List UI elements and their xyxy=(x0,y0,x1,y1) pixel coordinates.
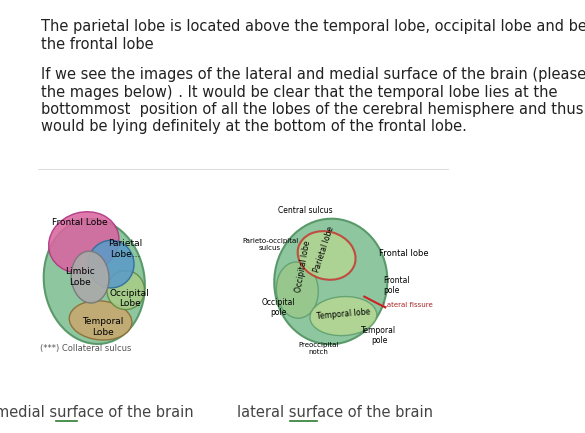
Ellipse shape xyxy=(44,219,145,344)
Ellipse shape xyxy=(310,297,377,336)
Text: If we see the images of the lateral and medial surface of the brain (please see
: If we see the images of the lateral and … xyxy=(41,67,585,134)
Text: The parietal lobe is located above the temporal lobe, occipital lobe and behind
: The parietal lobe is located above the t… xyxy=(41,19,585,52)
Ellipse shape xyxy=(71,251,109,303)
Text: Central sulcus: Central sulcus xyxy=(278,206,333,214)
Text: Temporal lobe: Temporal lobe xyxy=(316,307,370,321)
Ellipse shape xyxy=(274,219,387,344)
Text: Occipital
pole: Occipital pole xyxy=(261,298,295,317)
Text: Lateral fissure: Lateral fissure xyxy=(383,302,433,308)
Ellipse shape xyxy=(276,262,318,318)
Ellipse shape xyxy=(49,212,119,273)
Ellipse shape xyxy=(69,301,132,340)
Text: lateral surface of the brain: lateral surface of the brain xyxy=(237,405,433,420)
Text: Frontal Lobe: Frontal Lobe xyxy=(52,219,108,227)
Text: Parietal lobe: Parietal lobe xyxy=(313,225,336,273)
Ellipse shape xyxy=(88,240,134,288)
Text: Frontal
pole: Frontal pole xyxy=(383,276,410,295)
Text: (***) Collateral sulcus: (***) Collateral sulcus xyxy=(40,344,131,353)
Text: Occipital
Lobe: Occipital Lobe xyxy=(110,289,150,308)
Text: Occipital lobe: Occipital lobe xyxy=(295,240,312,293)
Ellipse shape xyxy=(107,271,144,310)
Text: Parietal
Lobe...: Parietal Lobe... xyxy=(109,239,143,259)
Text: Preoccipital
notch: Preoccipital notch xyxy=(298,342,339,355)
Text: Frontal lobe: Frontal lobe xyxy=(379,249,429,258)
Text: Temporal
Lobe: Temporal Lobe xyxy=(82,317,123,336)
Ellipse shape xyxy=(298,231,356,280)
Text: Temporal
pole: Temporal pole xyxy=(362,326,397,345)
Text: Limbic
Lobe: Limbic Lobe xyxy=(65,268,95,287)
Text: Parieto-occipital
sulcus: Parieto-occipital sulcus xyxy=(242,238,298,251)
Text: medial surface of the brain: medial surface of the brain xyxy=(0,405,194,420)
